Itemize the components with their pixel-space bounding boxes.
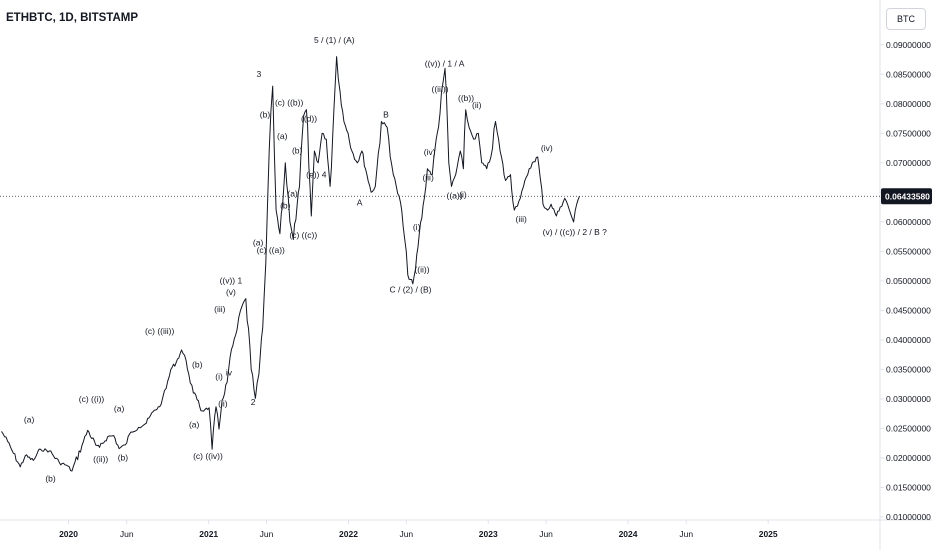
time-tick-label: Jun: [399, 529, 413, 539]
wave-label: (i): [215, 371, 223, 381]
wave-label: (b): [260, 109, 271, 119]
price-tick-label: 0.06000000: [886, 217, 931, 227]
wave-label: (b): [192, 360, 203, 370]
wave-label: (iii): [214, 304, 225, 314]
time-tick-label: 2024: [619, 529, 638, 539]
wave-label: 3: [257, 69, 262, 79]
wave-label: (b): [45, 474, 56, 484]
wave-label: (c) ((a)): [257, 245, 285, 255]
price-tick-label: 0.08000000: [886, 99, 931, 109]
time-axis[interactable]: 2020 Jun 2021 Jun 2022 Jun 2023 Jun 2024 Jun 2025: [59, 520, 778, 539]
wave-label: ((iii)): [432, 84, 449, 94]
wave-label: (c) ((iv)): [193, 451, 223, 461]
wave-label: (iv): [541, 143, 553, 153]
wave-label: ((a)): [447, 190, 463, 200]
time-tick-label: 2020: [59, 529, 78, 539]
wave-label: (c) ((iii)): [145, 326, 174, 336]
time-tick-label: Jun: [120, 529, 134, 539]
price-line: [1, 56, 580, 472]
price-axis[interactable]: 0.01000000 0.01500000 0.02000000 0.02500000…: [880, 40, 931, 522]
wave-label: (a): [189, 419, 200, 429]
wave-label: C / (2) / (B): [389, 285, 431, 295]
time-tick-label: Jun: [539, 529, 553, 539]
wave-label: (ii): [218, 399, 228, 409]
wave-label: (v) / ((c)) / 2 / B ?: [543, 227, 607, 237]
wave-label: (iv): [424, 147, 436, 157]
wave-annotations: (a) (b) (c) ((i)) ((ii)) (a) (b) (c) ((iii)) (a…: [24, 35, 607, 484]
time-tick-label: Jun: [260, 529, 274, 539]
current-price-label: 0.06433580: [885, 191, 930, 201]
price-tick-label: 0.02000000: [886, 453, 931, 463]
wave-label: ((ii)): [414, 265, 429, 275]
wave-label: ((d)): [301, 114, 317, 124]
price-tick-label: 0.04500000: [886, 305, 931, 315]
price-tick-label: 0.07500000: [886, 128, 931, 138]
wave-label: (i): [459, 190, 467, 200]
price-tick-label: 0.02500000: [886, 423, 931, 433]
wave-label: (iii): [516, 214, 527, 224]
wave-label: (c) ((i)): [79, 394, 105, 404]
wave-label: B: [383, 109, 389, 119]
time-tick-label: 2022: [339, 529, 358, 539]
wave-label: (c) ((b)): [275, 98, 303, 108]
wave-label: ((ii)): [93, 454, 108, 464]
wave-label: (a): [114, 403, 125, 413]
time-tick-label: 2021: [199, 529, 218, 539]
wave-label: (b): [292, 145, 303, 155]
current-price-tag: [881, 188, 932, 205]
price-tick-label: 0.04000000: [886, 335, 931, 345]
time-tick-label: Jun: [679, 529, 693, 539]
wave-label: A: [357, 197, 363, 207]
wave-label: 5 / (1) / (A): [314, 35, 355, 45]
price-tick-label: 0.01500000: [886, 483, 931, 493]
currency-button[interactable]: BTC: [886, 8, 926, 30]
wave-label: (v): [226, 287, 236, 297]
price-tick-label: 0.03000000: [886, 394, 931, 404]
wave-label: (i): [413, 222, 421, 232]
wave-label: ((b)): [458, 93, 474, 103]
wave-label: (c) ((c)): [289, 230, 317, 240]
wave-label: (a): [287, 188, 298, 198]
price-tick-label: 0.05500000: [886, 246, 931, 256]
price-tick-label: 0.03500000: [886, 364, 931, 374]
price-tick-label: 0.08500000: [886, 69, 931, 79]
price-tick-label: 0.07000000: [886, 158, 931, 168]
time-tick-label: 2023: [479, 529, 498, 539]
wave-label: (b): [280, 200, 291, 210]
current-price-marker: 0.06433580: [0, 188, 932, 205]
price-tick-label: 0.09000000: [886, 40, 931, 50]
wave-label: (ii): [472, 100, 482, 110]
wave-label: 2: [251, 397, 256, 407]
wave-label: ((v)) / 1 / A: [425, 59, 465, 69]
wave-label: ((v)) 1: [220, 275, 243, 285]
wave-label: (iii): [422, 173, 433, 183]
wave-label: (a): [253, 237, 264, 247]
wave-label: (a): [277, 131, 288, 141]
wave-label: (e)) 4: [306, 170, 327, 180]
price-series: [1, 56, 580, 472]
price-tick-label: 0.05000000: [886, 276, 931, 286]
wave-label: iv: [226, 367, 233, 377]
price-tick-label: 0.01000000: [886, 512, 931, 522]
wave-label: (a): [24, 415, 35, 425]
chart-title: ETHBTC, 1D, BITSTAMP: [6, 12, 139, 24]
wave-label: (b): [118, 452, 129, 462]
time-tick-label: 2025: [759, 529, 778, 539]
